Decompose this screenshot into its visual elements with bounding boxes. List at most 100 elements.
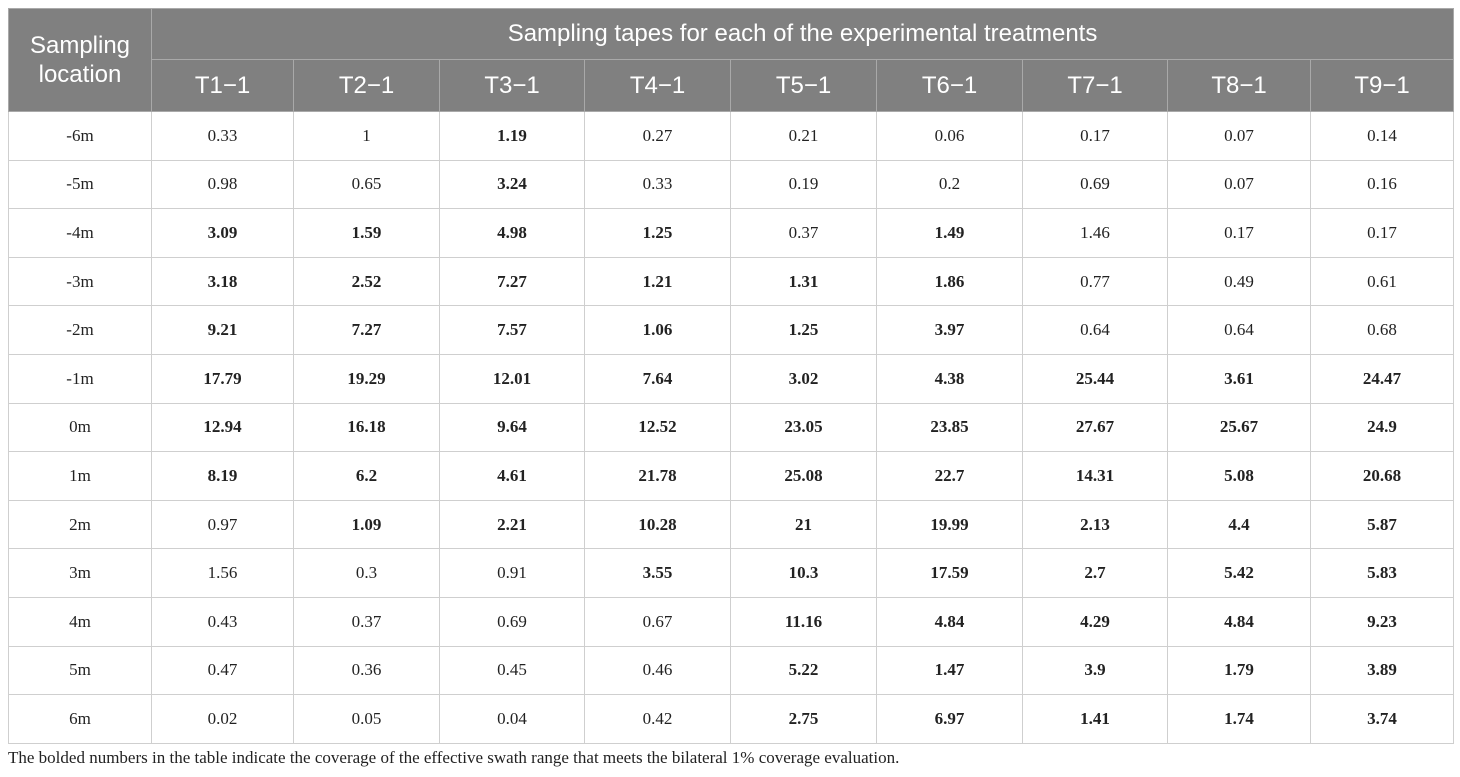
coverage-value-cell: 16.18: [293, 402, 440, 453]
coverage-value-cell: 0.17: [1309, 208, 1455, 258]
coverage-value-cell: 0.2: [876, 159, 1023, 210]
coverage-value-cell: 19.29: [293, 353, 440, 404]
coverage-value-cell: 7.27: [293, 305, 440, 355]
coverage-value-cell: 0.77: [1022, 256, 1168, 307]
coverage-value-cell: 0.33: [151, 111, 294, 161]
sampling-location-cell: -2m: [8, 305, 152, 355]
column-header: T3−1: [439, 59, 585, 112]
coverage-value-cell: 3.02: [730, 353, 877, 404]
table-header: Sampling location Sampling tapes for eac…: [8, 8, 1455, 112]
coverage-value-cell: 25.67: [1167, 402, 1311, 453]
coverage-value-cell: 3.18: [151, 256, 294, 307]
column-header: T4−1: [584, 59, 731, 112]
coverage-value-cell: 0.46: [584, 645, 731, 696]
table-footnote: The bolded numbers in the table indicate…: [8, 748, 900, 767]
coverage-value-cell: 0.49: [1167, 256, 1311, 307]
table-row: 3m 1.56 0.3 0.91 3.55 10.3 17.59 2.7 5.42 5.83: [8, 548, 1455, 598]
coverage-value-cell: 4.84: [876, 596, 1023, 647]
coverage-value-cell: 1.09: [293, 499, 440, 550]
coverage-value-cell: 1.59: [293, 208, 440, 258]
coverage-value-cell: 6.97: [876, 694, 1023, 744]
coverage-value-cell: 0.07: [1167, 159, 1311, 210]
coverage-value-cell: 0.27: [584, 111, 731, 161]
coverage-value-cell: 17.59: [876, 548, 1023, 598]
coverage-value-cell: 3.97: [876, 305, 1023, 355]
coverage-value-cell: 0.43: [151, 596, 294, 647]
coverage-value-cell: 2.52: [293, 256, 440, 307]
coverage-table: Sampling location Sampling tapes for eac…: [8, 8, 1455, 744]
column-header: T5−1: [730, 59, 877, 112]
coverage-value-cell: 12.94: [151, 402, 294, 453]
coverage-value-cell: 5.42: [1167, 548, 1311, 598]
coverage-value-cell: 10.28: [584, 499, 731, 550]
coverage-value-cell: 0.02: [151, 694, 294, 744]
coverage-value-cell: 7.27: [439, 256, 585, 307]
coverage-value-cell: 19.99: [876, 499, 1023, 550]
coverage-value-cell: 0.68: [1309, 305, 1455, 355]
coverage-value-cell: 14.31: [1022, 451, 1168, 501]
coverage-value-cell: 17.79: [151, 353, 294, 404]
sampling-location-cell: 0m: [8, 402, 152, 453]
coverage-value-cell: 0.98: [151, 159, 294, 210]
sampling-location-cell: -3m: [8, 256, 152, 307]
coverage-value-cell: 3.09: [151, 208, 294, 258]
coverage-value-cell: 9.23: [1309, 596, 1455, 647]
table-row: -1m 17.79 19.29 12.01 7.64 3.02 4.38 25.44 3.61 2…: [8, 353, 1455, 404]
coverage-value-cell: 27.67: [1022, 402, 1168, 453]
coverage-value-cell: 2.13: [1022, 499, 1168, 550]
sampling-location-cell: 5m: [8, 645, 152, 696]
coverage-value-cell: 9.21: [151, 305, 294, 355]
coverage-value-cell: 12.52: [584, 402, 731, 453]
coverage-value-cell: 0.17: [1167, 208, 1311, 258]
coverage-value-cell: 3.89: [1309, 645, 1455, 696]
coverage-value-cell: 2.7: [1022, 548, 1168, 598]
coverage-value-cell: 1.19: [439, 111, 585, 161]
coverage-value-cell: 0.16: [1309, 159, 1455, 210]
coverage-value-cell: 1.79: [1167, 645, 1311, 696]
coverage-value-cell: 5.08: [1167, 451, 1311, 501]
sampling-location-header: Sampling location: [8, 8, 152, 112]
sampling-location-cell: 4m: [8, 596, 152, 647]
table-row: -4m 3.09 1.59 4.98 1.25 0.37 1.49 1.46 0.17 0.17: [8, 208, 1455, 258]
coverage-value-cell: 3.9: [1022, 645, 1168, 696]
table-row: -3m 3.18 2.52 7.27 1.21 1.31 1.86 0.77 0.49 0.61: [8, 256, 1455, 307]
coverage-value-cell: 0.07: [1167, 111, 1311, 161]
sampling-location-cell: 2m: [8, 499, 152, 550]
coverage-value-cell: 0.17: [1022, 111, 1168, 161]
coverage-value-cell: 1.25: [730, 305, 877, 355]
coverage-value-cell: 0.37: [730, 208, 877, 258]
coverage-value-cell: 2.75: [730, 694, 877, 744]
table-row: -2m 9.21 7.27 7.57 1.06 1.25 3.97 0.64 0.64 0.68: [8, 305, 1455, 355]
coverage-value-cell: 24.9: [1309, 402, 1455, 453]
coverage-value-cell: 10.3: [730, 548, 877, 598]
coverage-value-cell: 23.85: [876, 402, 1023, 453]
coverage-value-cell: 1.49: [876, 208, 1023, 258]
coverage-value-cell: 1.74: [1167, 694, 1311, 744]
sampling-location-cell: 3m: [8, 548, 152, 598]
coverage-value-cell: 1.31: [730, 256, 877, 307]
coverage-value-cell: 9.64: [439, 402, 585, 453]
coverage-value-cell: 0.05: [293, 694, 440, 744]
coverage-value-cell: 0.64: [1022, 305, 1168, 355]
coverage-value-cell: 4.4: [1167, 499, 1311, 550]
coverage-value-cell: 25.44: [1022, 353, 1168, 404]
column-header: T1−1: [151, 59, 294, 112]
coverage-value-cell: 20.68: [1309, 451, 1455, 501]
coverage-value-cell: 1.86: [876, 256, 1023, 307]
sampling-location-cell: -4m: [8, 208, 152, 258]
coverage-value-cell: 0.19: [730, 159, 877, 210]
coverage-value-cell: 6.2: [293, 451, 440, 501]
coverage-value-cell: 0.06: [876, 111, 1023, 161]
coverage-value-cell: 0.47: [151, 645, 294, 696]
sampling-location-cell: -5m: [8, 159, 152, 210]
coverage-value-cell: 0.91: [439, 548, 585, 598]
table-row: 1m 8.19 6.2 4.61 21.78 25.08 22.7 14.31 5.08 20.6…: [8, 451, 1455, 501]
coverage-value-cell: 0.45: [439, 645, 585, 696]
coverage-value-cell: 4.84: [1167, 596, 1311, 647]
coverage-value-cell: 3.74: [1309, 694, 1455, 744]
table-row: 2m 0.97 1.09 2.21 10.28 21 19.99 2.13 4.4 5.87: [8, 499, 1455, 550]
coverage-value-cell: 3.55: [584, 548, 731, 598]
coverage-value-cell: 5.22: [730, 645, 877, 696]
table-row: 5m 0.47 0.36 0.45 0.46 5.22 1.47 3.9 1.79 3.89: [8, 645, 1455, 696]
coverage-value-cell: 21.78: [584, 451, 731, 501]
